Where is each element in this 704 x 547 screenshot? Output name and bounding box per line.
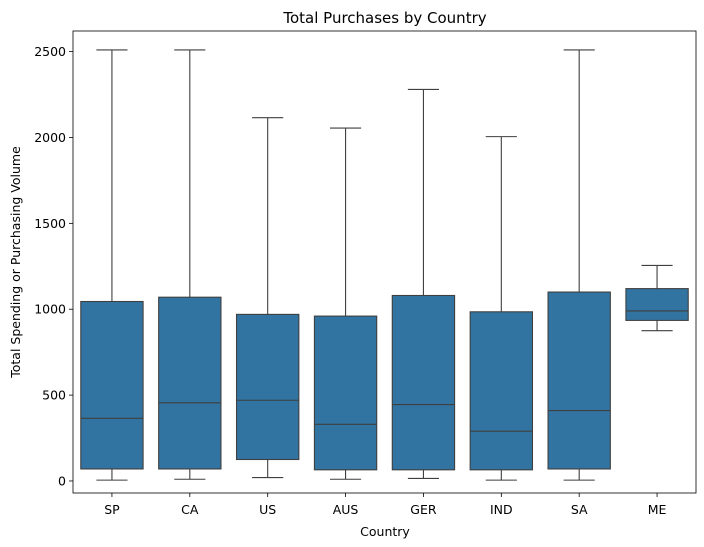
box-me — [625, 264, 689, 332]
box-aus — [313, 127, 378, 480]
y-axis: 0 500 1000 1500 2000 2500 — [34, 44, 73, 488]
box-ind — [469, 136, 534, 481]
box-sp — [80, 49, 144, 481]
y-tick-label: 1500 — [34, 216, 66, 231]
plot-area-frame — [72, 30, 697, 494]
y-tick-label: 0 — [58, 473, 66, 488]
x-axis: SP CA US AUS GER IND SA ME — [104, 493, 667, 517]
box-ger — [391, 88, 456, 479]
y-tick-label: 2000 — [34, 130, 66, 145]
box-ca — [158, 49, 222, 480]
iqr-box — [158, 296, 222, 470]
y-tick-label: 500 — [42, 388, 66, 403]
iqr-box — [80, 300, 144, 470]
iqr-box — [391, 294, 456, 471]
box-sa — [547, 49, 611, 481]
x-tick-label: SP — [104, 502, 120, 517]
x-tick-label: SA — [571, 502, 588, 517]
iqr-box — [469, 311, 534, 471]
y-tick-label: 2500 — [34, 44, 66, 59]
y-tick-label: 1000 — [34, 302, 66, 317]
x-tick-label: AUS — [333, 502, 359, 517]
x-tick-label: US — [259, 502, 276, 517]
x-axis-label: Country — [360, 524, 410, 539]
box-us — [235, 117, 300, 479]
x-tick-label: IND — [490, 502, 513, 517]
x-tick-label: GER — [410, 502, 437, 517]
chart-title: Total Purchases by Country — [282, 9, 486, 27]
x-tick-label: ME — [648, 502, 667, 517]
x-tick-label: CA — [181, 502, 199, 517]
iqr-box — [235, 313, 300, 461]
iqr-box — [313, 315, 378, 471]
box-series — [80, 49, 689, 481]
y-axis-label: Total Spending or Purchasing Volume — [8, 146, 23, 379]
iqr-box — [625, 288, 689, 321]
iqr-box — [547, 291, 611, 470]
